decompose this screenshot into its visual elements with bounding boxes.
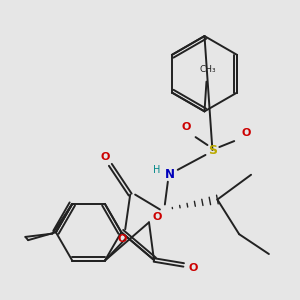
Text: CH₃: CH₃ xyxy=(199,65,216,74)
Text: S: S xyxy=(208,143,217,157)
Text: O: O xyxy=(101,152,110,162)
Text: O: O xyxy=(118,234,127,244)
Text: O: O xyxy=(182,122,191,132)
Text: H: H xyxy=(153,165,161,175)
Text: N: N xyxy=(165,168,175,181)
Text: O: O xyxy=(242,128,251,138)
Text: O: O xyxy=(189,263,198,273)
Text: O: O xyxy=(152,212,162,222)
